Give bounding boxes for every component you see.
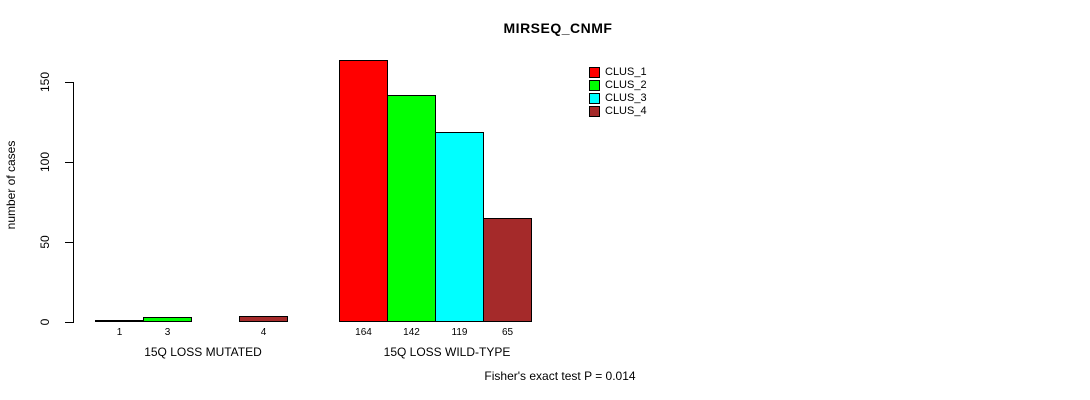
y-axis-title: number of cases [4, 140, 18, 230]
y-tick-label: 50 [38, 235, 52, 249]
legend-swatch-clus_1 [589, 67, 600, 78]
chart-title: MIRSEQ_CNMF [503, 20, 613, 36]
bar-clus_4-group1 [239, 316, 288, 322]
bar-clus_1-group1 [95, 320, 144, 322]
bar-clus_3-group2 [435, 132, 484, 322]
bar-value-label: 65 [501, 327, 514, 338]
y-tick-label: 150 [38, 71, 52, 93]
group-label-2: 15Q LOSS WILD-TYPE [383, 345, 511, 359]
bar-clus_2-group1 [143, 317, 192, 322]
legend-item-clus_1: CLUS_1 [589, 66, 647, 79]
legend: CLUS_1 CLUS_2 CLUS_3 CLUS_4 [589, 66, 647, 118]
legend-label: CLUS_1 [605, 66, 647, 78]
y-tick [65, 82, 73, 83]
pvalue-annotation: Fisher's exact test P = 0.014 [484, 369, 636, 383]
bar-value-label: 4 [260, 327, 267, 338]
legend-label: CLUS_3 [605, 92, 647, 104]
y-tick [65, 162, 73, 163]
legend-label: CLUS_4 [605, 105, 647, 117]
bar-value-label: 119 [451, 327, 468, 338]
legend-swatch-clus_2 [589, 80, 600, 91]
bar-clus_1-group2 [339, 60, 388, 322]
y-tick-label: 0 [38, 318, 52, 326]
legend-swatch-clus_3 [589, 93, 600, 104]
y-tick [65, 242, 73, 243]
bar-value-label: 3 [164, 327, 171, 338]
legend-label: CLUS_2 [605, 79, 647, 91]
bar-clus_4-group2 [483, 218, 532, 322]
legend-item-clus_2: CLUS_2 [589, 79, 647, 92]
legend-item-clus_3: CLUS_3 [589, 92, 647, 105]
legend-swatch-clus_4 [589, 106, 600, 117]
bar-value-label: 1 [116, 327, 123, 338]
y-axis-line [73, 82, 74, 323]
y-tick [65, 322, 73, 323]
group-label-1: 15Q LOSS MUTATED [144, 345, 262, 359]
y-tick-label: 100 [38, 151, 52, 173]
bar-clus_2-group2 [387, 95, 436, 322]
bar-value-label: 142 [403, 327, 420, 338]
bar-value-label: 164 [355, 327, 372, 338]
legend-item-clus_4: CLUS_4 [589, 105, 647, 118]
